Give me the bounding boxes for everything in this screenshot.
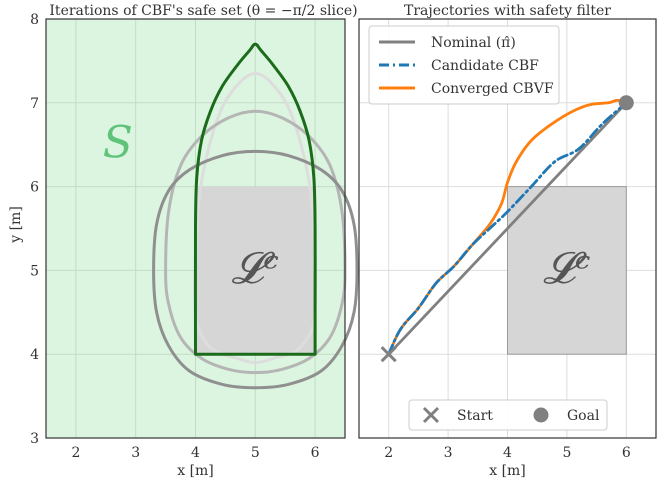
legend-converged-label: Converged CBVF xyxy=(431,81,554,97)
trajectory-1 xyxy=(387,101,628,356)
left-obstacle xyxy=(195,186,316,355)
right-markers-group xyxy=(380,95,634,363)
right-axes-frame xyxy=(358,18,657,439)
safe-set-label: S xyxy=(103,117,133,168)
right-obstacle-label: 𝓛ᶜ xyxy=(543,243,591,294)
x-tick-label: 2 xyxy=(71,445,80,461)
legend-lines-box xyxy=(368,25,560,105)
x-tick-label: 4 xyxy=(503,445,512,461)
y-tick-label: 6 xyxy=(30,180,39,196)
left-obstacle-label: 𝓛ᶜ xyxy=(232,243,280,294)
left-x-tick-labels: 2 3 4 5 6 xyxy=(71,445,319,461)
start-marker xyxy=(380,346,397,363)
legend-markers-box xyxy=(408,399,608,431)
right-title: Trajectories with safety filter xyxy=(404,3,611,19)
x-tick-label: 4 xyxy=(191,445,200,461)
y-tick-label: 4 xyxy=(30,347,39,363)
legend-goal-label: Goal xyxy=(567,408,600,424)
legend-goal-marker xyxy=(533,407,549,423)
y-tick-label: 5 xyxy=(30,263,39,279)
right-series-group xyxy=(387,98,628,356)
start-marker-stroke xyxy=(380,346,397,363)
legend-nominal-label: Nominal (π̂) xyxy=(431,35,516,51)
x-tick-label: 5 xyxy=(251,445,260,461)
left-y-axis-label: y [m] xyxy=(8,206,24,244)
x-tick-label: 3 xyxy=(131,445,140,461)
trajectory-3 xyxy=(387,98,628,356)
y-tick-label: 8 xyxy=(30,12,39,28)
goal-marker xyxy=(618,95,634,111)
legend-start-marker xyxy=(422,406,440,424)
right-panel: 𝓛ᶜ 2 3 4 5 6 Trajectories with safety filter… xyxy=(358,3,657,479)
trajectory-2 xyxy=(387,101,628,356)
legend-markers: Start Goal xyxy=(408,399,608,431)
left-title: Iterations of CBF's safe set (θ = −π/2 s… xyxy=(49,3,357,19)
legend-candidate-label: Candidate CBF xyxy=(431,58,539,74)
x-tick-label: 5 xyxy=(562,445,571,461)
left-y-tick-labels: 3 4 5 6 7 8 xyxy=(30,12,39,447)
x-tick-label: 2 xyxy=(384,445,393,461)
right-x-axis-label: x [m] xyxy=(489,463,526,479)
left-panel: S 𝓛ᶜ 2 3 4 5 6 3 4 5 6 7 8 Iterations of CBF's sa… xyxy=(8,3,359,479)
left-axes-frame xyxy=(45,18,346,439)
y-tick-label: 7 xyxy=(30,96,39,112)
right-obstacle xyxy=(507,186,627,355)
legend-lines: Nominal (π̂) Candidate CBF Converged CBV… xyxy=(368,25,560,105)
y-tick-label: 3 xyxy=(30,431,39,447)
legend-start-label: Start xyxy=(457,408,493,424)
x-tick-label: 3 xyxy=(444,445,453,461)
left-x-axis-label: x [m] xyxy=(177,463,214,479)
safe-set-iteration-4 xyxy=(193,42,317,356)
right-x-tick-labels: 2 3 4 5 6 xyxy=(384,445,631,461)
left-series-group xyxy=(152,42,359,390)
legend-start-stroke xyxy=(422,406,440,424)
x-tick-label: 6 xyxy=(311,445,320,461)
x-tick-label: 6 xyxy=(622,445,631,461)
